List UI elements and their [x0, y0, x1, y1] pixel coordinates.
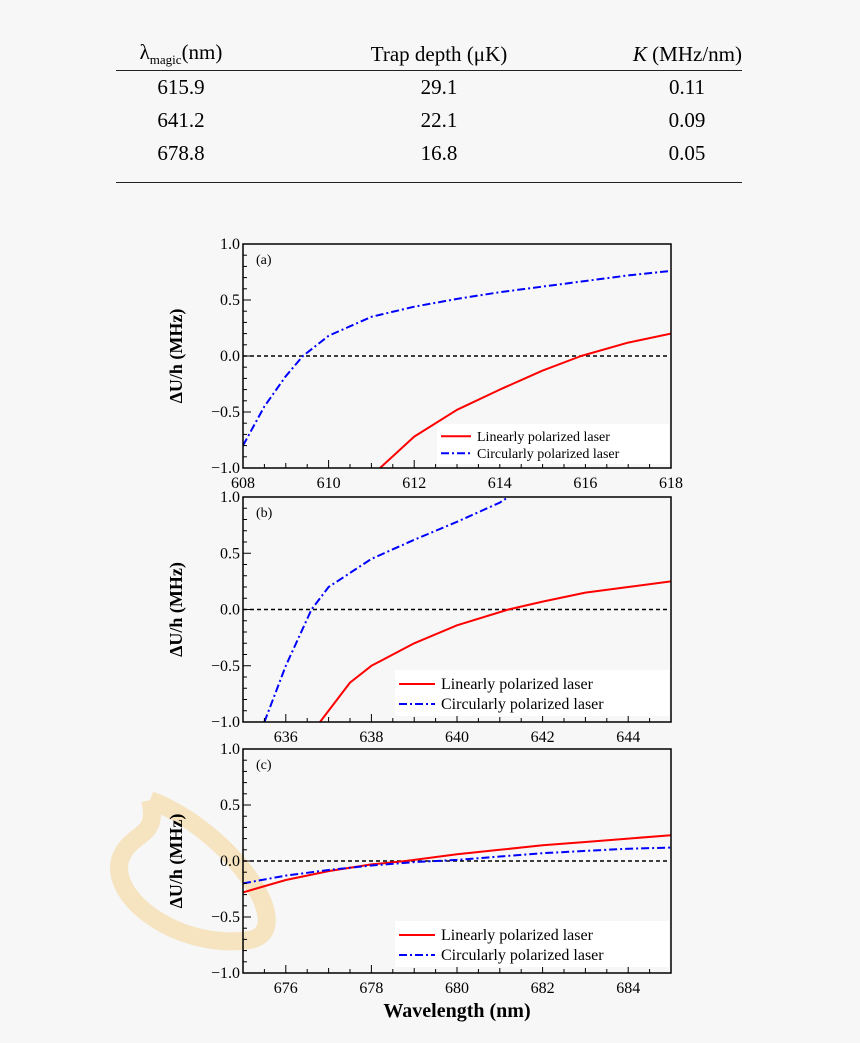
x-tick-label: 680 [445, 980, 469, 997]
legend: Linearly polarized laser Circularly polar… [395, 921, 669, 967]
chart-panel-1: 636 638 640 642 644 −1.0 −0.5 0.0 0.5 1.0 ΔU/h (MH… [166, 489, 672, 746]
x-tick-label: 610 [317, 475, 341, 492]
chart-panel-0: 608 610 612 614 616 618 −1.0 −0.5 0.0 0.5 1.0 ΔU/h … [166, 236, 683, 492]
y-tick-label: −0.5 [211, 404, 240, 421]
y-tick-label: 1.0 [220, 236, 240, 253]
table-cell: 615.9 [157, 75, 205, 99]
x-tick-label: 676 [274, 980, 298, 997]
y-tick-label: 0.0 [220, 348, 240, 365]
x-tick-label: 616 [573, 475, 597, 492]
series-line-linear [379, 332, 671, 468]
legend-entry: Linearly polarized laser [441, 676, 594, 693]
header-unit: (nm) [181, 39, 223, 64]
panel-label: (c) [256, 758, 272, 773]
y-axis-label: ΔU/h (MHz) [166, 562, 187, 657]
header-unit: (μK) [466, 41, 508, 66]
header-sub: magic [149, 52, 182, 68]
legend: Linearly polarized laser Circularly polar… [437, 424, 669, 464]
table-row: 641.2 22.1 0.09 [116, 104, 742, 137]
legend-entry: Circularly polarized laser [477, 447, 620, 462]
legend-entry: Linearly polarized laser [441, 927, 594, 944]
x-tick-label: 642 [531, 729, 555, 746]
table-cell: 22.1 [420, 108, 458, 132]
y-tick-label: 0.0 [220, 602, 240, 619]
y-tick-label: 0.5 [220, 797, 240, 814]
header-trap-depth: Trap depth (μK) [306, 42, 572, 67]
series-line-circular [243, 846, 671, 885]
y-tick-label: 0.5 [220, 545, 240, 562]
series-line-circular [263, 497, 509, 722]
series-line-circular [243, 269, 671, 447]
table-cell: 16.8 [420, 141, 458, 165]
table-row: 678.8 16.8 0.05 [116, 137, 742, 170]
legend: Linearly polarized laser Circularly polar… [395, 670, 669, 716]
y-tick-label: 1.0 [220, 489, 240, 506]
x-tick-label: 608 [231, 475, 255, 492]
y-tick-label: 1.0 [220, 741, 240, 758]
y-tick-label: 0.5 [220, 292, 240, 309]
x-tick-label: 682 [531, 980, 555, 997]
y-tick-label: −1.0 [211, 460, 240, 477]
legend-entry: Circularly polarized laser [441, 696, 604, 713]
header-text: Trap depth [370, 41, 462, 66]
panel-label: (a) [256, 253, 272, 268]
y-tick-label: −1.0 [211, 714, 240, 731]
y-tick-label: −1.0 [211, 965, 240, 982]
header-unit: (MHz/nm) [652, 41, 742, 66]
table-cell: 0.05 [668, 141, 706, 165]
y-tick-label: 0.0 [220, 853, 240, 870]
y-axis-label: ΔU/h (MHz) [166, 309, 187, 404]
legend-entry: Circularly polarized laser [441, 947, 604, 964]
header-k: K (MHz/nm) [572, 42, 742, 67]
x-tick-label: 614 [488, 475, 512, 492]
table-cell: 29.1 [420, 75, 458, 99]
header-lambda: λmagic(nm) [116, 40, 246, 68]
x-tick-label: 644 [616, 729, 640, 746]
table-cell: 641.2 [157, 108, 205, 132]
x-tick-label: 612 [402, 475, 426, 492]
table-cell: 678.8 [157, 141, 205, 165]
y-axis-label: ΔU/h (MHz) [166, 814, 187, 909]
x-tick-label: 684 [616, 980, 640, 997]
header-text: λ [139, 39, 150, 64]
watermark-logo [110, 791, 276, 951]
table-bottom-rule [116, 170, 742, 183]
x-axis-label: Wavelength (nm) [383, 1000, 530, 1022]
x-tick-label: 618 [659, 475, 683, 492]
panel-label: (b) [256, 506, 273, 521]
series-line-linear [243, 834, 671, 894]
table-cell: 0.11 [669, 75, 705, 99]
magic-wavelength-table: λmagic(nm) Trap depth (μK) K (MHz/nm) 61… [116, 38, 742, 183]
x-tick-label: 638 [359, 729, 383, 746]
table-header: λmagic(nm) Trap depth (μK) K (MHz/nm) [116, 38, 742, 71]
table-cell: 0.09 [668, 108, 706, 132]
x-tick-label: 640 [445, 729, 469, 746]
y-tick-label: −0.5 [211, 909, 240, 926]
series-line-linear [319, 580, 671, 722]
table-row: 615.9 29.1 0.11 [116, 71, 742, 104]
y-tick-label: −0.5 [211, 658, 240, 675]
legend-entry: Linearly polarized laser [477, 430, 610, 445]
chart-panel-2: 676 678 680 682 684 −1.0 −0.5 0.0 0.5 1.0 ΔU/h (MH… [166, 741, 672, 1022]
x-tick-label: 678 [359, 980, 383, 997]
header-text: K [632, 41, 647, 66]
x-tick-label: 636 [274, 729, 298, 746]
